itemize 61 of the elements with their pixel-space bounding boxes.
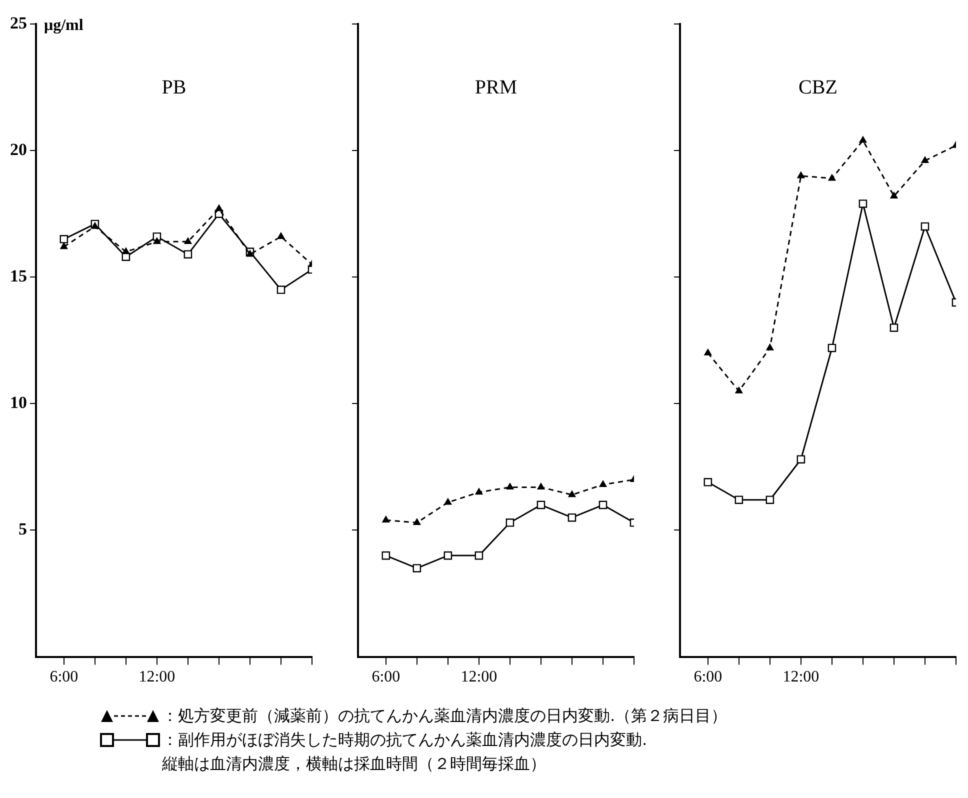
point (921, 156, 929, 164)
point (735, 386, 743, 394)
point (184, 250, 192, 258)
point (60, 242, 68, 250)
y-tick-label: 15 (10, 266, 27, 286)
point (474, 551, 484, 560)
point (444, 551, 452, 560)
point (153, 238, 161, 244)
x-tick-label: 12:00 (460, 668, 498, 686)
x-tick-label: 6:00 (372, 668, 400, 686)
point (382, 516, 390, 522)
point (568, 513, 576, 522)
point (704, 348, 712, 356)
x-tick-label: 12:00 (782, 668, 820, 686)
legend-label: ：処方変更前（減薬前）の抗てんかん薬血清内濃度の日内変動.（第２病日目） (162, 705, 728, 727)
point (506, 518, 514, 527)
text: PB (162, 76, 186, 98)
point (890, 324, 898, 332)
point (890, 192, 898, 198)
point (599, 480, 607, 488)
point (704, 478, 712, 486)
point (920, 222, 930, 231)
point (537, 483, 545, 490)
legend-label: ：副作用がほぼ消失した時期の抗てんかん薬血清内濃度の日内変動. (162, 729, 648, 751)
point (60, 235, 68, 244)
point (215, 204, 223, 212)
point (475, 488, 483, 495)
x-tick-label: 12:00 (138, 668, 176, 686)
y-tick-label: 5 (18, 520, 27, 539)
point (828, 344, 836, 352)
point (506, 483, 514, 490)
text: PRM (474, 76, 518, 98)
point (797, 172, 805, 178)
point (766, 344, 774, 350)
point (122, 248, 130, 254)
point (734, 496, 744, 504)
point (413, 518, 421, 525)
point (276, 286, 286, 294)
y-tick-label: 20 (10, 140, 27, 159)
point (246, 250, 254, 257)
text: 縦軸は血清内濃度，横軸は採血時間（２時間毎採血） (162, 753, 547, 775)
point (382, 551, 390, 560)
point (91, 222, 99, 229)
point (536, 500, 546, 510)
point (277, 232, 285, 239)
x-tick-label: 6:00 (694, 668, 722, 686)
point (412, 564, 422, 572)
point (859, 136, 867, 143)
point (444, 498, 452, 505)
text: CBZ (798, 76, 838, 98)
point (828, 174, 836, 181)
point (568, 490, 576, 498)
x-tick-label: 6:00 (50, 668, 78, 686)
point (184, 238, 192, 244)
point (858, 200, 868, 208)
y-tick-label: 25 (10, 13, 27, 32)
y-tick-label: 10 (10, 393, 27, 412)
y-axis-title: μg/ml (44, 17, 84, 34)
point (598, 500, 608, 510)
point (766, 496, 774, 504)
point (796, 455, 806, 464)
